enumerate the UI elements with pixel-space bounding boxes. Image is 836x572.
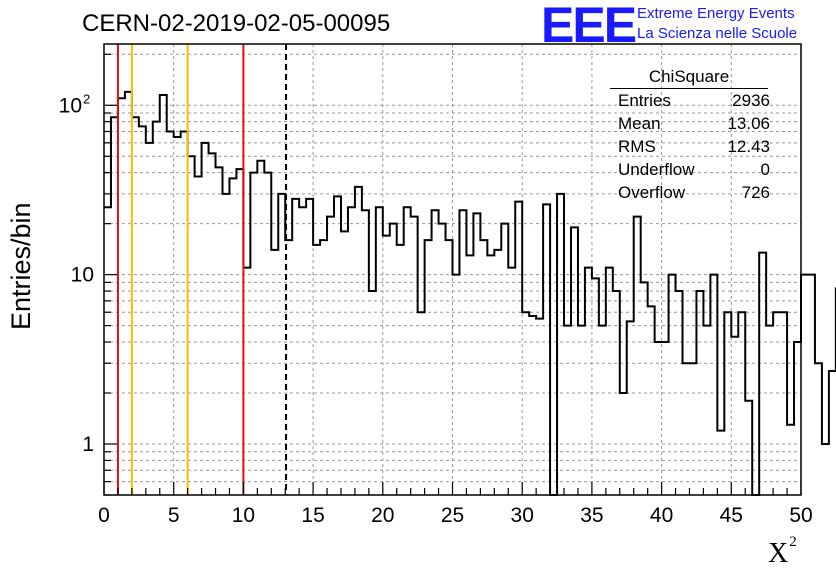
stats-label: Underflow <box>618 160 695 179</box>
y-tick-label: 10 <box>71 264 94 287</box>
reference-lines <box>116 44 288 495</box>
y-tick-label: 10 <box>59 94 82 117</box>
x-tick-label: 50 <box>789 504 812 527</box>
stats-row: Overflow 726 <box>612 181 778 204</box>
x-tick-label: 25 <box>441 504 464 527</box>
x-axis-label-base: X <box>768 538 789 569</box>
stats-label: Overflow <box>618 183 686 202</box>
x-tick-label: 10 <box>232 504 255 527</box>
run-title: CERN-02-2019-02-05-00095 <box>82 10 391 37</box>
histogram <box>104 90 836 496</box>
x-tick-label: 30 <box>511 504 534 527</box>
logo-caption-line1: Extreme Energy Events <box>637 5 795 22</box>
logo-caption: Extreme Energy Events La Scienza nelle S… <box>637 4 797 44</box>
stats-row: Entries 2936 <box>612 89 778 112</box>
grid <box>104 44 801 495</box>
x-tick-label: 45 <box>720 504 743 527</box>
eee-logo: EEE <box>541 0 637 53</box>
x-axis-label: X2 <box>768 534 797 570</box>
x-tick-label: 35 <box>580 504 603 527</box>
x-axis-label-superscript: 2 <box>789 534 797 550</box>
x-tick-label: 20 <box>371 504 394 527</box>
histogram-outline <box>104 90 836 496</box>
stats-value: 0 <box>760 160 770 179</box>
stats-label: RMS <box>618 137 656 156</box>
stats-row: Mean 13.06 <box>612 112 778 135</box>
stats-value: 12.43 <box>727 137 770 156</box>
stats-label: Mean <box>618 114 661 133</box>
stats-box: ChiSquare Entries 2936 Mean 13.06 RMS 12.43… <box>610 64 778 204</box>
stats-value: 2936 <box>732 91 770 110</box>
stats-value: 726 <box>741 183 770 202</box>
stats-title: ChiSquare <box>610 64 768 89</box>
stats-value: 13.06 <box>727 114 770 133</box>
x-tick-label: 0 <box>98 504 110 527</box>
x-tick-label: 40 <box>650 504 673 527</box>
y-tick-label: 1 <box>82 433 94 456</box>
logo-caption-line2: La Scienza nelle Scuole <box>637 25 798 42</box>
y-tick-exponent: 2 <box>83 91 90 106</box>
stats-row: RMS 12.43 <box>612 135 778 158</box>
x-tick-label: 5 <box>168 504 180 527</box>
stats-label: Entries <box>618 91 671 110</box>
stats-row: Underflow 0 <box>612 158 778 181</box>
x-tick-label: 15 <box>301 504 324 527</box>
